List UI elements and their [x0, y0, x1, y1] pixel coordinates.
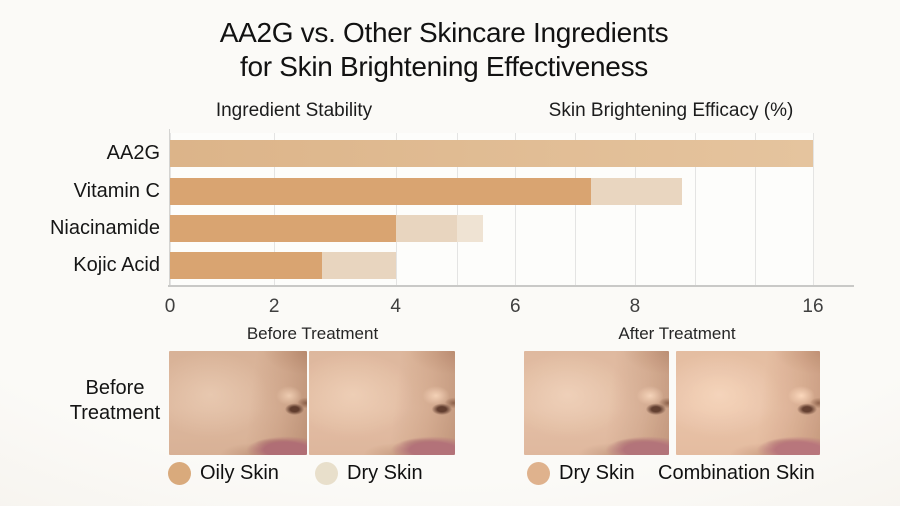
bar-row-vitamin-c: [170, 178, 813, 205]
x-tick-8: 8: [629, 296, 641, 317]
category-label-vitamin-c: Vitamin C: [73, 180, 160, 202]
x-axis-line: [168, 285, 854, 287]
subtitle-brightening-efficacy: Skin Brightening Efficacy (%): [548, 100, 794, 121]
gridline: [694, 133, 696, 285]
y-axis-line: [169, 129, 170, 286]
page-title: AA2G vs. Other Skincare Ingredients for …: [0, 16, 894, 84]
gridline: [575, 133, 577, 285]
gridline: [813, 133, 814, 285]
category-label-niacinamide: Niacinamide: [49, 217, 160, 239]
legend-item-dry-skin-right: Dry Skin: [527, 461, 635, 485]
dry-skin-swatch-icon: [315, 461, 338, 485]
gridline: [515, 133, 517, 285]
gridline: [170, 133, 171, 285]
face-photo-before-dry-skin: [309, 351, 455, 455]
bar-segment: [170, 178, 592, 205]
bar-segment: [591, 178, 682, 205]
bar-row-aa2g: [170, 140, 813, 167]
oily-skin-swatch-icon: [168, 461, 191, 485]
x-tick-6: 6: [509, 296, 521, 317]
bar-row-niacinamide: [170, 215, 813, 242]
dry-skin-swatch-icon: [527, 461, 550, 485]
legend-item-combination-skin: Combination Skin: [658, 461, 815, 485]
category-label-kojic-acid: Kojic Acid: [73, 254, 160, 276]
bar-segment: [321, 252, 396, 279]
bar-segment: [170, 140, 813, 167]
legend-label: Combination Skin: [658, 461, 815, 484]
legend-label: Oily Skin: [200, 461, 279, 484]
bar-segment: [395, 215, 457, 242]
category-labels: AA2G Vitamin C Niacinamide Kojic Acid: [0, 0, 160, 300]
bar-row-kojic-acid: [170, 252, 813, 279]
gridline: [274, 133, 276, 285]
row-label-line2: Treatment: [69, 402, 161, 424]
x-tick-4: 4: [390, 296, 401, 317]
page-title-line1: AA2G vs. Other Skincare Ingredients: [219, 17, 669, 48]
row-label-before-treatment: Before Treatment: [35, 376, 195, 426]
face-photo-after-dry-skin: [524, 351, 669, 455]
legend-item-dry-skin-left: Dry Skin: [315, 461, 423, 485]
page-title-line2: for Skin Brightening Effectiveness: [240, 51, 648, 82]
x-axis-tick-labels: 0 2 4 6 8 16: [165, 296, 824, 318]
gridline: [456, 133, 458, 285]
legend-item-oily-skin: Oily Skin: [168, 461, 279, 485]
face-photo-after-combination-skin: [676, 351, 820, 455]
bar-segment: [170, 252, 322, 279]
legend-label: Dry Skin: [559, 461, 635, 484]
gridline: [395, 133, 397, 285]
subtitle-ingredient-stability: Ingredient Stability: [215, 100, 373, 121]
before-treatment-header: Before Treatment: [246, 324, 379, 343]
x-tick-2: 2: [268, 296, 280, 317]
after-treatment-header: After Treatment: [618, 324, 736, 343]
x-tick-0: 0: [164, 296, 176, 317]
face-photo-before-oily-skin: [169, 351, 307, 455]
category-label-aa2g: AA2G: [106, 142, 160, 164]
x-tick-16: 16: [802, 296, 824, 317]
row-label-line1: Before: [85, 377, 145, 399]
gridline: [755, 133, 757, 285]
gridline: [634, 133, 636, 285]
bar-segment: [456, 215, 484, 242]
bar-segment: [170, 215, 396, 242]
legend-label: Dry Skin: [347, 461, 423, 484]
bar-chart-plot-area: [170, 133, 814, 285]
